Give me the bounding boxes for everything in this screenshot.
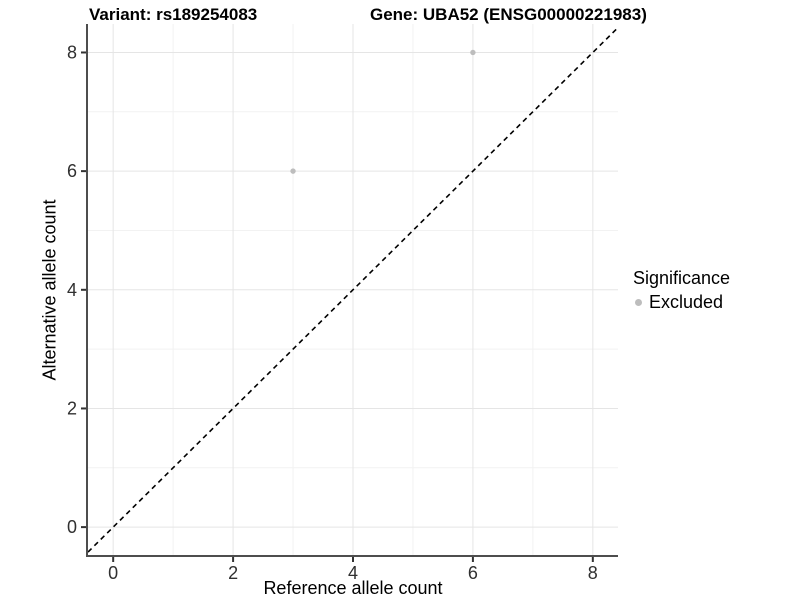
legend: Significance Excluded bbox=[633, 268, 730, 312]
y-tick-label: 4 bbox=[67, 280, 77, 300]
x-axis-title: Reference allele count bbox=[263, 578, 443, 598]
y-tick-label: 6 bbox=[67, 161, 77, 181]
legend-items: Excluded bbox=[633, 292, 730, 312]
x-tick-label: 8 bbox=[588, 563, 598, 583]
x-tick-label: 4 bbox=[348, 563, 358, 583]
legend-item-label: Excluded bbox=[649, 291, 724, 312]
y-tick-label: 8 bbox=[67, 42, 77, 62]
legend-point-icon bbox=[635, 298, 642, 306]
x-tick-label: 0 bbox=[108, 563, 118, 583]
variant-title: Variant: rs189254083 bbox=[89, 5, 258, 24]
y-tick-label: 0 bbox=[67, 517, 77, 537]
data-point bbox=[470, 49, 476, 56]
y-tick-label: 2 bbox=[67, 398, 77, 418]
gene-title: Gene: UBA52 (ENSG00000221983) bbox=[370, 5, 647, 24]
data-point bbox=[290, 168, 296, 174]
legend-item: Excluded bbox=[633, 292, 730, 312]
x-tick-label: 2 bbox=[228, 563, 238, 583]
x-tick-label: 6 bbox=[468, 563, 478, 583]
identity-line bbox=[87, 26, 619, 553]
y-axis-title: Alternative allele count bbox=[39, 199, 60, 381]
legend-title: Significance bbox=[633, 268, 731, 288]
